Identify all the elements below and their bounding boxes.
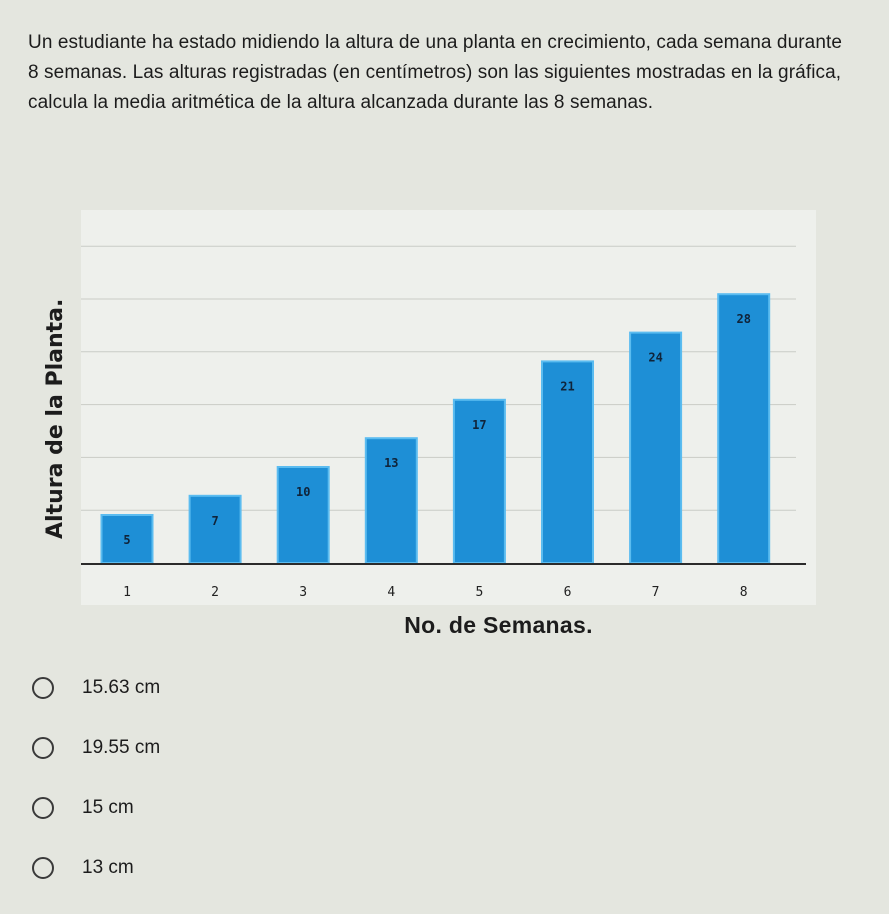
data-label: 21 — [560, 379, 574, 393]
x-tick-label: 6 — [564, 585, 572, 600]
x-tick-label: 3 — [299, 585, 307, 600]
bar-week-2 — [188, 494, 242, 564]
x-axis-title: No. de Semanas. — [404, 612, 593, 638]
data-label: 28 — [736, 312, 750, 326]
bar-chart: 5 7 10 13 17 21 24 28 1 2 3 4 5 6 7 8 Altura de la Pla… — [26, 205, 826, 610]
y-axis-title: Altura de la Planta. — [43, 299, 68, 539]
option-1[interactable]: 15.63 cm — [32, 668, 160, 708]
chart-svg: 5 7 10 13 17 21 24 28 1 2 3 4 5 6 7 8 Altura de la Pla… — [43, 210, 816, 605]
answer-options: 15.63 cm 19.55 cm 15 cm 13 cm — [32, 668, 160, 908]
data-label: 17 — [472, 418, 486, 432]
data-label: 24 — [648, 351, 662, 365]
bar-week-7 — [629, 331, 683, 564]
x-tick-label: 1 — [123, 585, 131, 600]
bar-week-5 — [452, 398, 506, 564]
x-tick-label: 5 — [475, 585, 483, 600]
x-tick-label: 4 — [387, 585, 395, 600]
option-label: 15 cm — [82, 797, 134, 818]
data-label: 5 — [123, 533, 130, 547]
bar-week-1 — [100, 514, 154, 564]
data-label: 7 — [211, 514, 218, 528]
x-tick-label: 7 — [652, 585, 660, 600]
x-tick-label: 2 — [211, 585, 219, 600]
radio-button[interactable] — [32, 857, 54, 879]
bar-week-8 — [717, 293, 771, 564]
bar-week-4 — [364, 437, 418, 564]
question-text: Un estudiante ha estado midiendo la altu… — [28, 32, 843, 113]
option-label: 19.55 cm — [82, 737, 161, 758]
radio-button[interactable] — [32, 797, 54, 819]
option-4[interactable]: 13 cm — [32, 848, 160, 888]
option-label: 15.63 cm — [82, 677, 161, 698]
bar-week-6 — [541, 360, 594, 564]
bar-week-3 — [276, 466, 330, 564]
x-tick-label: 8 — [740, 585, 748, 600]
option-3[interactable]: 15 cm — [32, 788, 160, 828]
data-label: 13 — [384, 456, 398, 470]
x-tick-labels: 1 2 3 4 5 6 7 8 — [123, 585, 748, 600]
option-2[interactable]: 19.55 cm — [32, 728, 160, 768]
bars: 5 7 10 13 17 21 24 28 — [100, 293, 771, 564]
radio-button[interactable] — [32, 737, 54, 759]
option-label: 13 cm — [82, 857, 134, 878]
data-label: 10 — [296, 485, 310, 499]
radio-button[interactable] — [32, 677, 54, 699]
